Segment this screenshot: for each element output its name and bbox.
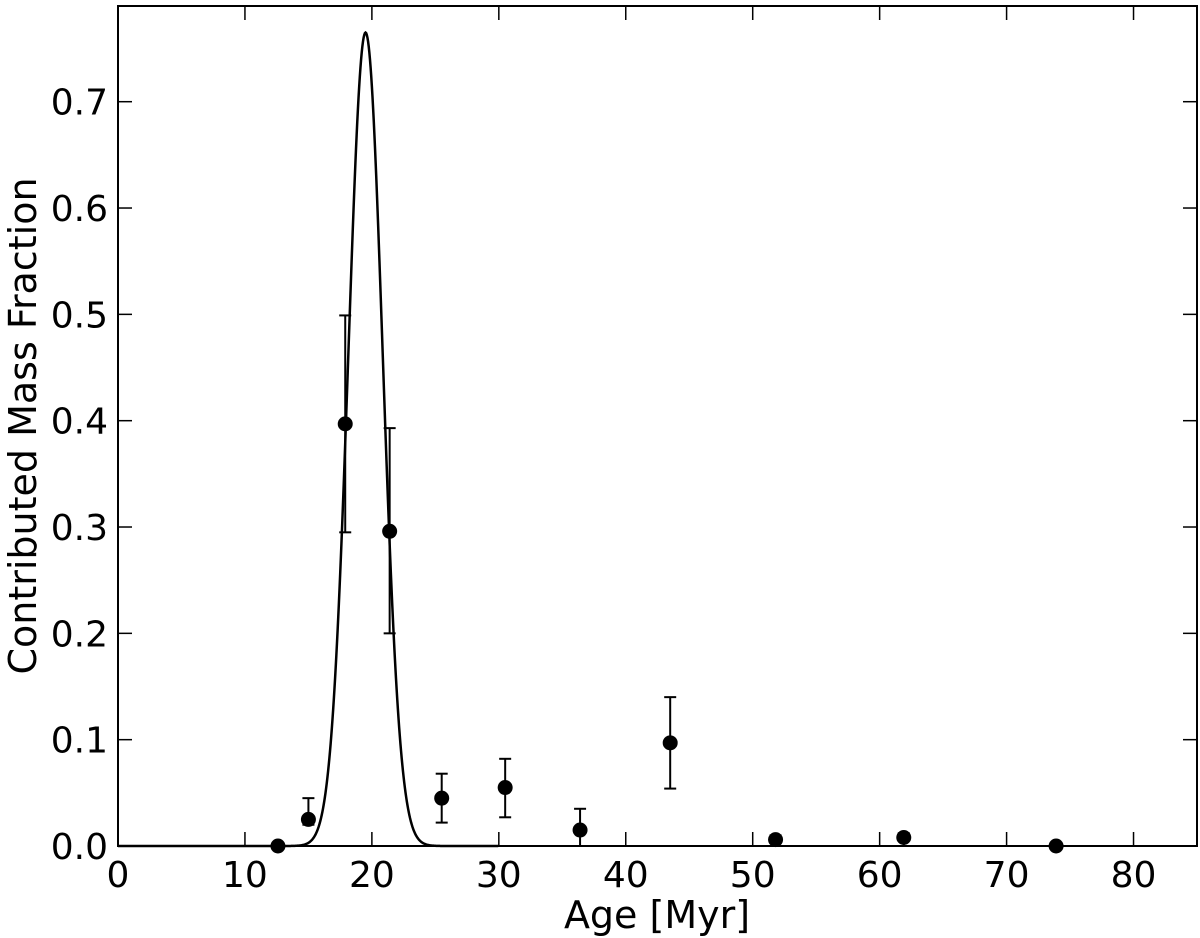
x-tick-label: 50 bbox=[730, 855, 776, 896]
y-tick-label: 0.5 bbox=[51, 295, 108, 336]
x-tick-label: 40 bbox=[603, 855, 649, 896]
x-tick-label: 10 bbox=[222, 855, 268, 896]
data-point bbox=[434, 790, 450, 806]
gaussian-fit-curve bbox=[118, 30, 499, 848]
x-tick-label: 60 bbox=[857, 855, 903, 896]
plot-frame bbox=[117, 5, 1198, 847]
data-point bbox=[382, 523, 398, 539]
y-tick-label: 0.7 bbox=[51, 83, 108, 124]
y-tick-label: 0.6 bbox=[51, 189, 108, 230]
x-axis-label: Age [Myr] bbox=[564, 893, 750, 937]
y-tick-label: 0.1 bbox=[51, 721, 108, 762]
data-point bbox=[572, 822, 588, 838]
y-tick-label: 0.0 bbox=[51, 827, 108, 868]
y-tick-label: 0.2 bbox=[51, 614, 108, 655]
data-point bbox=[497, 780, 513, 796]
x-tick-label: 20 bbox=[349, 855, 395, 896]
y-axis-ticks: 0.0 0.1 0.2 0.3 0.4 0.5 0.6 0.7 bbox=[51, 83, 1197, 868]
data-point bbox=[768, 832, 784, 848]
data-point bbox=[337, 416, 353, 432]
x-tick-label: 0 bbox=[107, 855, 130, 896]
error-bars bbox=[302, 314, 910, 847]
y-tick-label: 0.3 bbox=[51, 508, 108, 549]
y-axis-label: Contributed Mass Fraction bbox=[1, 177, 45, 674]
data-point bbox=[662, 735, 678, 751]
data-point bbox=[896, 829, 912, 845]
data-point bbox=[300, 811, 316, 827]
x-axis-ticks: 0 10 20 30 40 50 60 70 80 bbox=[107, 6, 1157, 896]
y-tick-label: 0.4 bbox=[51, 402, 108, 443]
x-tick-label: 80 bbox=[1111, 855, 1157, 896]
x-tick-label: 30 bbox=[476, 855, 522, 896]
x-tick-label: 70 bbox=[984, 855, 1030, 896]
